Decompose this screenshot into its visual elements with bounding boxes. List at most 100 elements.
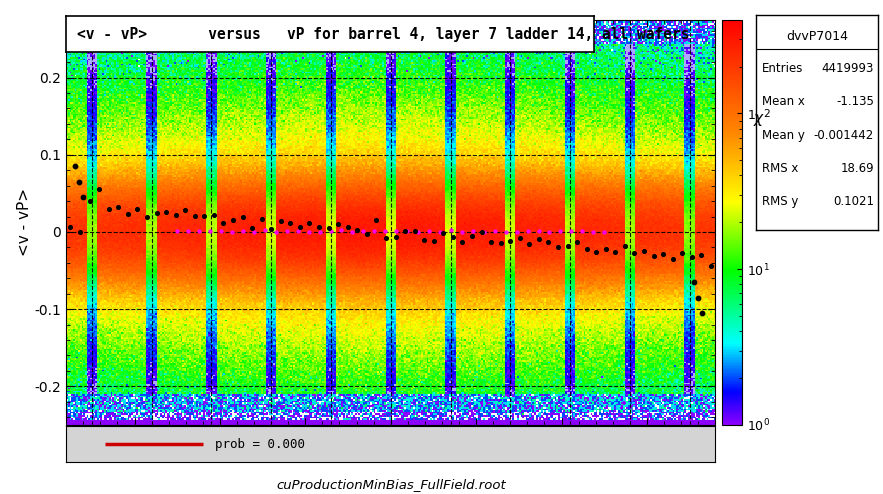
Point [446,233,460,241]
Text: 18.69: 18.69 [841,162,874,175]
Point [293,223,307,231]
Point [541,238,555,246]
Point [551,243,565,251]
Point [225,228,239,236]
Point [422,227,436,235]
Point [214,227,228,235]
Point [369,216,383,224]
Point [444,226,458,234]
Point [520,227,534,235]
Text: cuProductionMinBias_FullField.root: cuProductionMinBias_FullField.root [276,479,506,492]
Point [570,238,585,246]
Point [181,227,195,235]
Point [245,224,260,232]
Point [487,227,502,235]
Point [357,227,371,235]
Point [335,226,349,234]
Point [554,227,568,235]
Point [532,227,546,235]
Point [398,227,412,235]
Text: 0.1021: 0.1021 [833,195,874,208]
Point [691,293,706,301]
Point [646,251,660,259]
Point [499,228,513,236]
Point [503,237,517,245]
Point [389,233,403,241]
Point [675,248,690,256]
Point [188,212,202,220]
Point [379,234,393,242]
Point [484,238,498,246]
Point [351,226,365,234]
Point [694,250,708,258]
Point [159,208,173,216]
Point [111,204,125,211]
Point [465,232,479,240]
Point [321,224,336,232]
Point [92,185,106,193]
Point [170,227,185,235]
Point [408,227,422,235]
Text: Mean y: Mean y [762,129,804,142]
Point [378,227,392,235]
Point [456,238,470,246]
Point [608,247,623,255]
Point [258,226,272,234]
Point [477,228,491,236]
Point [68,163,82,170]
Point [494,239,508,247]
Point [561,243,575,250]
Point [704,262,718,270]
Point [687,278,701,286]
Text: RMS y: RMS y [762,195,798,208]
Point [628,249,642,257]
Point [302,228,316,236]
Point [341,223,355,231]
Point [589,248,603,256]
Point [389,227,404,235]
Point [274,217,288,225]
Point [216,219,230,227]
Point [82,197,96,205]
Point [73,228,87,236]
Point [599,246,613,253]
Point [254,215,268,223]
Point [302,219,316,227]
Point [455,228,469,236]
Point [417,236,431,244]
Point [140,212,154,220]
Text: Entries: Entries [762,62,804,75]
Point [236,227,250,235]
Text: 4419993: 4419993 [822,62,874,75]
Point [666,255,680,263]
Point [465,227,479,235]
Text: -0.001442: -0.001442 [814,129,874,142]
Text: RMS x: RMS x [762,162,798,175]
Point [575,227,589,235]
Text: $\chi^2$: $\chi^2$ [753,108,772,129]
Point [618,243,632,250]
Point [542,228,556,236]
Text: prob = 0.000: prob = 0.000 [215,438,306,451]
Point [169,211,183,219]
Point [426,237,441,245]
Point [226,216,240,224]
Point [433,228,447,236]
Point [178,206,192,214]
Point [64,223,78,231]
Point [522,240,536,248]
Point [102,206,116,213]
Point [131,205,145,213]
Point [695,309,709,317]
Point [685,253,699,261]
Point [149,208,163,216]
Point [236,213,250,221]
Point [359,230,374,238]
Point [323,228,337,236]
Point [280,227,294,235]
Point [367,227,381,235]
Point [331,220,345,228]
Point [312,223,326,231]
Point [313,228,327,236]
Point [283,219,298,227]
